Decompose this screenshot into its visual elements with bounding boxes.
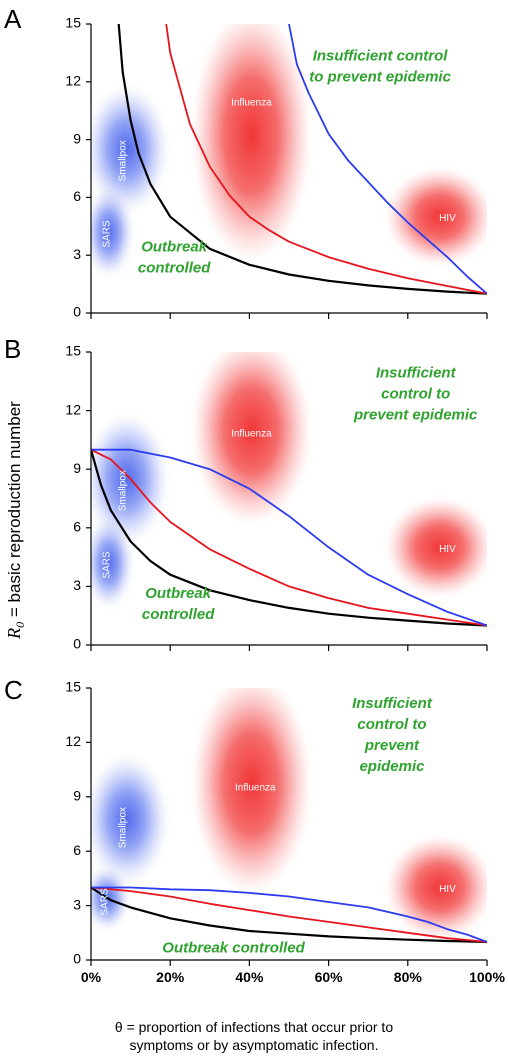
y-tick-label: 0 <box>73 951 81 967</box>
region-label: Insufficient control to prevent epidemic <box>309 48 451 86</box>
y-axis-label-subscript: 0 <box>13 622 27 628</box>
series-line-red <box>165 24 487 295</box>
disease-region-influenza <box>191 352 311 525</box>
region-label-line: Outbreak controlled <box>162 940 305 957</box>
y-tick-label: 12 <box>65 733 81 749</box>
x-axis-label: θ = proportion of infections that occur … <box>0 1018 508 1054</box>
y-tick-label: 0 <box>73 636 81 652</box>
y-tick-label: 15 <box>65 679 81 695</box>
disease-region-hiv <box>385 168 487 266</box>
region-label-line: to prevent epidemic <box>309 69 451 86</box>
disease-label-hiv: HIV <box>439 544 456 555</box>
x-axis-label-line-2: symptoms or by asymptomatic infection. <box>129 1037 379 1053</box>
y-tick-label: 6 <box>73 519 81 535</box>
region-label: Insufficient control to prevent epidemic <box>352 695 433 775</box>
y-tick-label: 9 <box>73 460 81 476</box>
x-tick-label: 100% <box>469 969 505 985</box>
disease-label-hiv: HIV <box>439 884 456 895</box>
region-label: Outbreak controlled <box>162 940 305 957</box>
series-line-black <box>91 449 487 627</box>
plot-area <box>91 688 487 943</box>
y-tick-label: 0 <box>73 304 81 320</box>
y-axis-label: R0 = basic reproduction number <box>4 401 27 640</box>
disease-region-influenza <box>191 688 311 894</box>
y-tick-label: 3 <box>73 896 81 912</box>
disease-label-smallpox: Smallpox <box>117 807 128 848</box>
x-tick-label: 0% <box>81 969 102 985</box>
y-tick-label: 15 <box>65 343 81 359</box>
region-label-line: control to <box>357 716 426 733</box>
region-label-line: Insufficient <box>376 364 457 381</box>
region-label-line: prevent <box>364 737 420 754</box>
region-label-line: control to <box>381 385 450 402</box>
disease-label-influenza: Influenza <box>231 429 272 440</box>
disease-label-sars: SARS <box>101 551 112 579</box>
series-line-blue <box>91 886 487 943</box>
y-axis-label-text: = basic reproduction number <box>5 401 24 622</box>
panel-label: A <box>4 4 22 34</box>
panel-c: Influenza HIV Smallpox SARS Insufficient cont… <box>4 675 505 985</box>
y-tick-label: 6 <box>73 188 81 204</box>
series-line-black <box>91 886 487 943</box>
x-tick-label: 80% <box>394 969 423 985</box>
region-label-line: prevent epidemic <box>353 406 478 423</box>
disease-region-hiv <box>385 836 487 939</box>
y-tick-label: 15 <box>65 15 81 31</box>
region-label-line: Outbreak <box>145 585 212 602</box>
region-label-line: controlled <box>138 259 211 276</box>
x-tick-label: 60% <box>315 969 344 985</box>
plot-area <box>91 24 487 295</box>
y-tick-label: 9 <box>73 788 81 804</box>
x-tick-label: 40% <box>235 969 264 985</box>
disease-region-influenza <box>191 24 311 262</box>
disease-region-sars <box>91 187 133 277</box>
series-line-red <box>91 886 487 943</box>
y-tick-label: 3 <box>73 246 81 262</box>
disease-label-influenza: Influenza <box>235 782 276 793</box>
region-label-line: Outbreak <box>141 238 208 255</box>
region-label-line: Insufficient control <box>313 48 449 65</box>
region-label-line: epidemic <box>359 758 425 775</box>
panel-label: B <box>4 334 21 364</box>
region-label-line: controlled <box>142 606 215 623</box>
disease-label-sars: SARS <box>100 888 111 916</box>
y-tick-label: 12 <box>65 401 81 417</box>
x-axis-label-line-1: θ = proportion of infections that occur … <box>114 1019 394 1035</box>
disease-region-smallpox <box>91 754 169 885</box>
plot-area <box>91 352 487 627</box>
y-tick-label: 9 <box>73 130 81 146</box>
y-tick-label: 3 <box>73 577 81 593</box>
y-tick-label: 6 <box>73 842 81 858</box>
series-line-blue <box>91 448 487 627</box>
disease-region-hiv <box>385 498 487 597</box>
disease-label-smallpox: Smallpox <box>117 470 128 511</box>
disease-region-sars <box>91 517 133 609</box>
panel-b: Influenza HIV Smallpox SARS Insufficient cont… <box>4 334 488 652</box>
x-tick-label: 20% <box>156 969 185 985</box>
disease-label-smallpox: Smallpox <box>117 140 128 181</box>
region-label: Outbreak controlled <box>142 585 215 623</box>
region-label: Insufficient control to prevent epidemic <box>353 364 478 423</box>
region-label-line: Insufficient <box>352 695 433 712</box>
series-line-blue <box>288 24 487 295</box>
disease-label-hiv: HIV <box>439 213 456 224</box>
y-axis-label-symbol: R <box>4 628 24 640</box>
disease-label-sars: SARS <box>101 220 112 248</box>
panel-label: C <box>4 675 23 705</box>
panel-a: Influenza HIV Smallpox SARS Insufficient con… <box>4 4 488 320</box>
region-label: Outbreak controlled <box>138 238 211 276</box>
y-tick-label: 12 <box>65 73 81 89</box>
disease-label-influenza: Influenza <box>231 98 272 109</box>
series-line-red <box>91 448 487 627</box>
series-line-black <box>117 24 487 295</box>
